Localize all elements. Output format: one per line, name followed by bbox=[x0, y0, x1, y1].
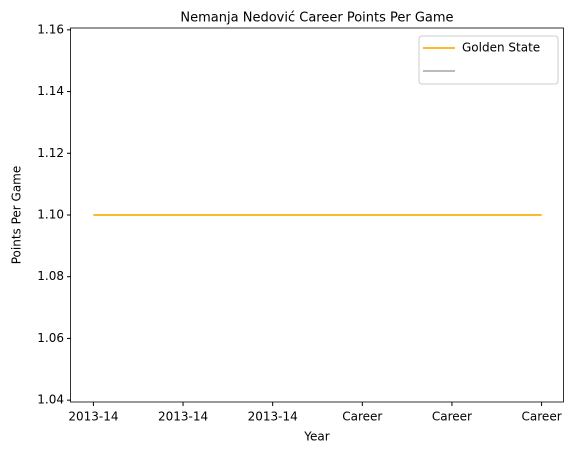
x-tick-label: Career bbox=[522, 410, 562, 424]
x-tick-label: Career bbox=[342, 410, 382, 424]
x-tick-label: 2013-14 bbox=[68, 410, 118, 424]
x-tick-label: Career bbox=[432, 410, 472, 424]
y-tick-label: 1.08 bbox=[37, 269, 64, 283]
x-tick-label: 2013-14 bbox=[248, 410, 298, 424]
legend-label: Golden State bbox=[462, 41, 540, 55]
y-tick-label: 1.16 bbox=[37, 22, 64, 36]
y-tick-label: 1.14 bbox=[37, 84, 64, 98]
x-tick-label: 2013-14 bbox=[158, 410, 208, 424]
y-axis-label: Points Per Game bbox=[10, 166, 24, 265]
plot-frame bbox=[70, 27, 564, 403]
y-tick-label: 1.04 bbox=[37, 393, 64, 407]
x-axis-label: Year bbox=[303, 430, 329, 444]
chart-title: Nemanja Nedović Career Points Per Game bbox=[180, 11, 453, 26]
y-tick-label: 1.06 bbox=[37, 331, 64, 345]
y-tick-label: 1.12 bbox=[37, 146, 64, 160]
y-tick-label: 1.10 bbox=[37, 208, 64, 222]
